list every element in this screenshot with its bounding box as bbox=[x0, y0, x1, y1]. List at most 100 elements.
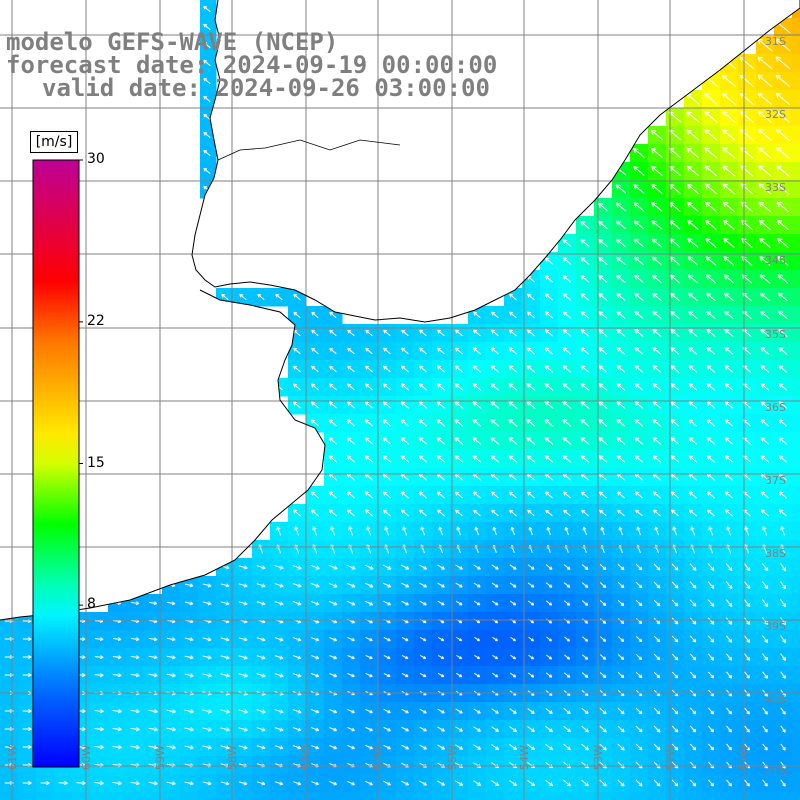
wind-arrow bbox=[238, 673, 248, 677]
wind-arrow bbox=[419, 564, 427, 570]
wind-arrow-head bbox=[652, 329, 658, 331]
wind-arrow-head bbox=[562, 365, 568, 367]
wind-arrow-head bbox=[740, 183, 744, 189]
wind-arrow-head bbox=[777, 219, 783, 222]
wind-arrow bbox=[526, 473, 536, 481]
wind-arrow-head bbox=[687, 238, 691, 244]
wind-arrow bbox=[778, 329, 788, 337]
wind-arrow-head bbox=[620, 568, 625, 571]
wind-arrow-head bbox=[293, 311, 298, 314]
wind-arrow-head bbox=[778, 383, 784, 386]
wind-arrow bbox=[778, 292, 788, 302]
wind-arrow-head bbox=[616, 347, 619, 352]
wind-arrow-head bbox=[347, 365, 350, 370]
wind-arrow-head bbox=[580, 383, 583, 388]
wind-arrow-head bbox=[724, 329, 727, 334]
wind-arrow-head bbox=[634, 347, 640, 349]
wind-arrow bbox=[562, 293, 572, 301]
wind-arrow-head bbox=[652, 347, 655, 352]
wind-arrow-head bbox=[225, 675, 230, 678]
wind-arrow-head bbox=[746, 568, 751, 572]
wind-speed-cell bbox=[792, 396, 800, 415]
wind-arrow-head bbox=[244, 727, 248, 731]
wind-arrow-head bbox=[584, 622, 588, 624]
wind-arrow-head bbox=[154, 781, 158, 785]
wind-arrow-head bbox=[136, 709, 140, 713]
wind-arrow-head bbox=[634, 311, 640, 313]
longitude-label: 52W bbox=[664, 745, 677, 770]
wind-speed-cell bbox=[324, 792, 343, 800]
wind-arrow bbox=[690, 544, 696, 554]
wind-arrow bbox=[762, 653, 768, 661]
wind-arrow-head bbox=[243, 747, 248, 750]
wind-arrow-head bbox=[544, 311, 548, 316]
wind-arrow-head bbox=[748, 566, 751, 571]
wind-arrow-head bbox=[329, 491, 334, 494]
wind-arrow bbox=[777, 274, 789, 284]
wind-arrow bbox=[329, 329, 337, 337]
wind-arrow-head bbox=[638, 622, 642, 625]
wind-arrow-head bbox=[616, 238, 622, 241]
wind-arrow bbox=[274, 727, 284, 731]
wind-arrow-head bbox=[598, 383, 601, 388]
wind-arrow bbox=[202, 709, 212, 713]
wind-speed-cell bbox=[342, 792, 361, 800]
wind-arrow bbox=[581, 582, 589, 588]
wind-arrow-head bbox=[727, 526, 731, 530]
wind-arrow bbox=[616, 383, 626, 391]
wind-arrow-head bbox=[454, 419, 457, 424]
wind-speed-cell bbox=[558, 792, 577, 800]
wind-arrow-head bbox=[562, 401, 565, 406]
wind-arrow bbox=[166, 637, 176, 641]
wind-arrow-head bbox=[509, 491, 514, 494]
wind-arrow-head bbox=[472, 383, 476, 388]
wind-arrow bbox=[329, 401, 337, 409]
wind-arrow-head bbox=[598, 365, 602, 370]
wind-arrow-head bbox=[545, 293, 550, 296]
wind-arrow-head bbox=[562, 437, 565, 442]
wind-arrow bbox=[437, 582, 445, 588]
wind-arrow bbox=[526, 437, 536, 445]
wind-arrow bbox=[311, 347, 319, 355]
wind-arrow bbox=[598, 383, 608, 391]
wind-arrow bbox=[365, 655, 373, 659]
wind-arrow-head bbox=[776, 201, 780, 207]
wind-arrow bbox=[276, 544, 282, 554]
wind-arrow bbox=[455, 582, 463, 588]
wind-arrow-head bbox=[602, 658, 606, 660]
wind-arrow-head bbox=[100, 744, 104, 748]
longitude-label: 59W bbox=[154, 745, 167, 770]
wind-arrow bbox=[545, 672, 553, 678]
wind-arrow-head bbox=[455, 383, 460, 386]
wind-arrow bbox=[383, 329, 391, 337]
wind-arrow bbox=[634, 455, 644, 463]
wind-arrow bbox=[364, 582, 374, 588]
wind-arrow-head bbox=[652, 401, 658, 404]
wind-arrow bbox=[148, 619, 158, 623]
wind-arrow-head bbox=[580, 437, 586, 439]
wind-arrow bbox=[401, 672, 409, 678]
wind-arrow bbox=[583, 545, 587, 553]
wind-arrow-head bbox=[418, 437, 422, 442]
wind-arrow bbox=[382, 564, 392, 570]
wind-arrow-head bbox=[401, 491, 406, 494]
wind-arrow-head bbox=[171, 657, 176, 660]
wind-arrow bbox=[491, 672, 499, 678]
wind-arrow bbox=[94, 638, 104, 640]
wind-arrow-head bbox=[776, 110, 782, 113]
wind-arrow-head bbox=[261, 639, 266, 642]
wind-arrow bbox=[94, 656, 104, 658]
wind-arrow bbox=[744, 725, 750, 733]
wind-arrow bbox=[94, 674, 104, 676]
wind-arrow-head bbox=[294, 544, 296, 549]
wind-arrow bbox=[599, 582, 607, 588]
wind-arrow bbox=[743, 563, 751, 571]
wind-arrow bbox=[256, 727, 266, 731]
wind-arrow-head bbox=[81, 692, 86, 696]
wind-arrow-head bbox=[776, 147, 779, 153]
wind-arrow bbox=[292, 637, 302, 641]
wind-arrow bbox=[616, 275, 626, 283]
wind-arrow bbox=[472, 419, 482, 427]
wind-arrow-head bbox=[419, 491, 424, 494]
wind-arrow-head bbox=[686, 129, 690, 135]
